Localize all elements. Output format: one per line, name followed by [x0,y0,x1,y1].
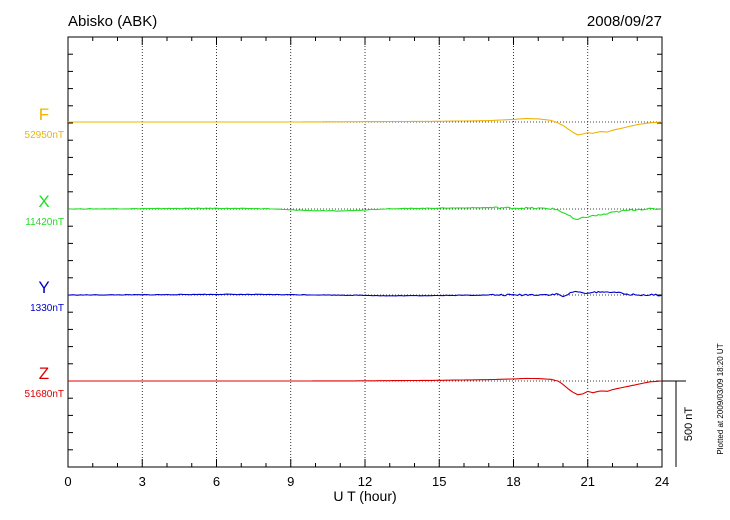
series-group [67,118,663,396]
series-baseline-f: 52950nT [25,130,64,141]
grid-lines [68,37,662,467]
x-tick-label: 24 [655,474,669,489]
x-tick-label: 15 [432,474,446,489]
x-tick-label: 18 [506,474,520,489]
series-baseline-z: 51680nT [25,389,64,400]
series-name-f: F [39,105,49,124]
x-tick-labels: 0 3 6 9 12 15 18 21 24 [64,474,669,489]
x-axis-label: U T (hour) [333,488,396,504]
x-tick-label: 3 [139,474,146,489]
plot-date: 2008/09/27 [587,13,662,30]
series-name-y: Y [38,278,49,297]
series-labels: F 52950nT X 11420nT Y 1330nT Z 51680nT [25,105,64,400]
series-line-y [67,290,663,298]
x-tick-label: 6 [213,474,220,489]
series-line-z [68,377,663,396]
x-tick-label: 21 [581,474,595,489]
scale-bar: 500 nT [662,380,695,467]
series-name-z: Z [39,364,49,383]
plotted-at-note: Plotted at 2009/03/09 18:20 UT [716,343,725,454]
plot-frame [67,36,663,468]
x-tick-label: 12 [358,474,372,489]
series-name-x: X [38,192,49,211]
series-baseline-x: 11420nT [25,217,64,228]
station-title: Abisko (ABK) [68,13,157,30]
scale-bar-label: 500 nT [683,407,695,442]
x-tick-label: 9 [287,474,294,489]
axis-ticks [67,37,663,468]
series-line-x [67,206,663,221]
series-baseline-y: 1330nT [30,303,64,314]
x-tick-label: 0 [64,474,71,489]
series-line-f [68,118,663,136]
